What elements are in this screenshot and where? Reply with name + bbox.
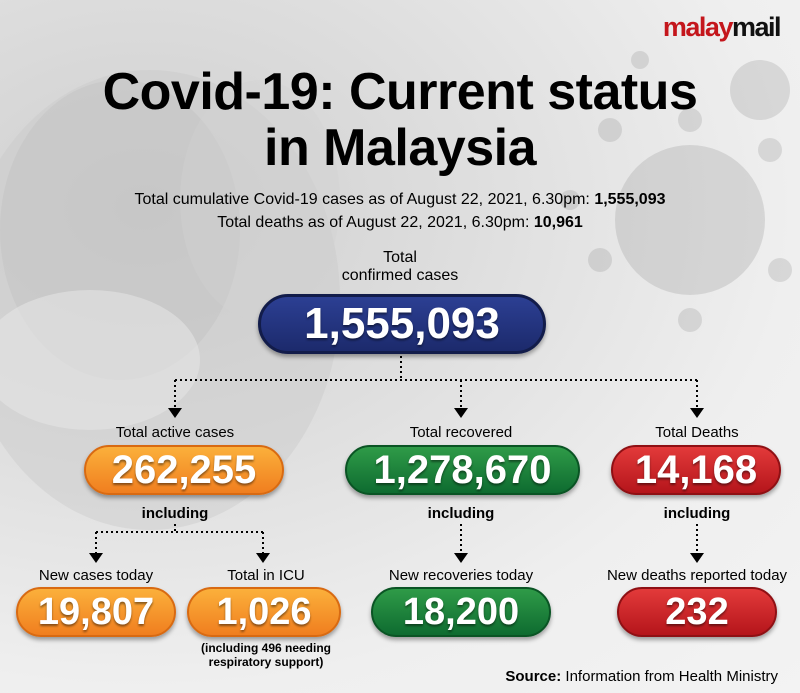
new-cases-label: New cases today xyxy=(38,567,154,584)
total-confirmed-label: Total confirmed cases xyxy=(341,249,459,284)
deaths-label: Total deaths as of August 22, 2021, 6.30… xyxy=(217,214,530,231)
page-title: Covid-19: Current status in Malaysia xyxy=(0,64,800,176)
active-cases-label: Total active cases xyxy=(115,424,235,441)
new-recoveries-label: New recoveries today xyxy=(388,567,534,584)
new-deaths-value: 232 xyxy=(617,587,777,637)
cumulative-cases-line: Total cumulative Covid-19 cases as of Au… xyxy=(0,191,800,209)
recovered-including-label: including xyxy=(427,505,495,522)
source-note: Source: Information from Health Ministry xyxy=(505,668,778,685)
icu-label: Total in ICU xyxy=(227,567,305,584)
deaths-value: 10,961 xyxy=(533,214,583,231)
title-line-1: Covid-19: Current status xyxy=(102,63,698,121)
recovered-label: Total recovered xyxy=(409,424,513,441)
new-cases-value: 19,807 xyxy=(16,587,176,637)
deaths-value: 14,168 xyxy=(611,445,781,495)
cumulative-label: Total cumulative Covid-19 cases as of Au… xyxy=(134,191,590,208)
active-including-label: including xyxy=(141,505,209,522)
source-text: Information from Health Ministry xyxy=(565,668,778,685)
new-recoveries-value: 18,200 xyxy=(371,587,551,637)
deaths-label: Total Deaths xyxy=(655,424,739,441)
new-deaths-label: New deaths reported today xyxy=(606,567,788,584)
source-label: Source: xyxy=(505,668,562,685)
title-line-2: in Malaysia xyxy=(264,119,536,177)
cumulative-value: 1,555,093 xyxy=(594,191,666,208)
total-deaths-line: Total deaths as of August 22, 2021, 6.30… xyxy=(0,214,800,232)
active-cases-value: 262,255 xyxy=(84,445,284,495)
deaths-including-label: including xyxy=(663,505,731,522)
malaymail-logo: malaymail xyxy=(662,12,782,42)
icu-value: 1,026 xyxy=(187,587,341,637)
recovered-value: 1,278,670 xyxy=(345,445,580,495)
total-confirmed-value: 1,555,093 xyxy=(258,294,546,354)
icu-note: (including 496 needing respiratory suppo… xyxy=(200,641,331,669)
